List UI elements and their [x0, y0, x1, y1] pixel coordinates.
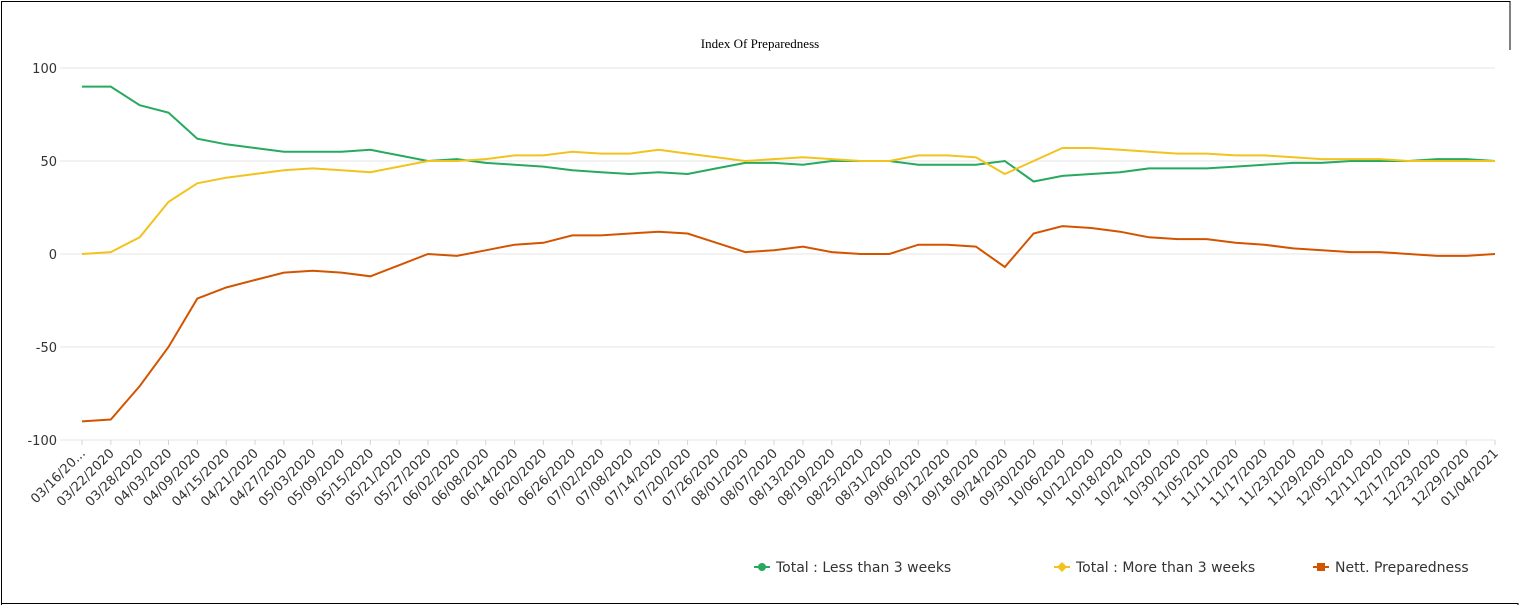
- series-line: [81, 225, 1496, 423]
- legend-label: Total : Less than 3 weeks: [775, 560, 951, 576]
- legend-item: Nett. Preparedness: [1313, 560, 1469, 576]
- series-line: [81, 147, 1495, 255]
- chart-title: Index Of Preparedness: [701, 36, 819, 51]
- legend-item: Total : More than 3 weeks: [1054, 560, 1255, 576]
- legend-marker: [758, 563, 766, 571]
- legend-label: Nett. Preparedness: [1335, 560, 1469, 576]
- y-tick-label: 50: [40, 155, 57, 170]
- legend-marker: [1057, 562, 1067, 572]
- y-tick-label: -50: [36, 341, 57, 356]
- y-tick-label: 100: [32, 62, 57, 77]
- legend-marker: [1317, 563, 1325, 571]
- y-tick-label: -100: [27, 434, 57, 449]
- y-tick-label: 0: [49, 248, 57, 263]
- legend-label: Total : More than 3 weeks: [1075, 560, 1255, 576]
- series-line: [82, 85, 1496, 183]
- legend-item: Total : Less than 3 weeks: [754, 560, 951, 576]
